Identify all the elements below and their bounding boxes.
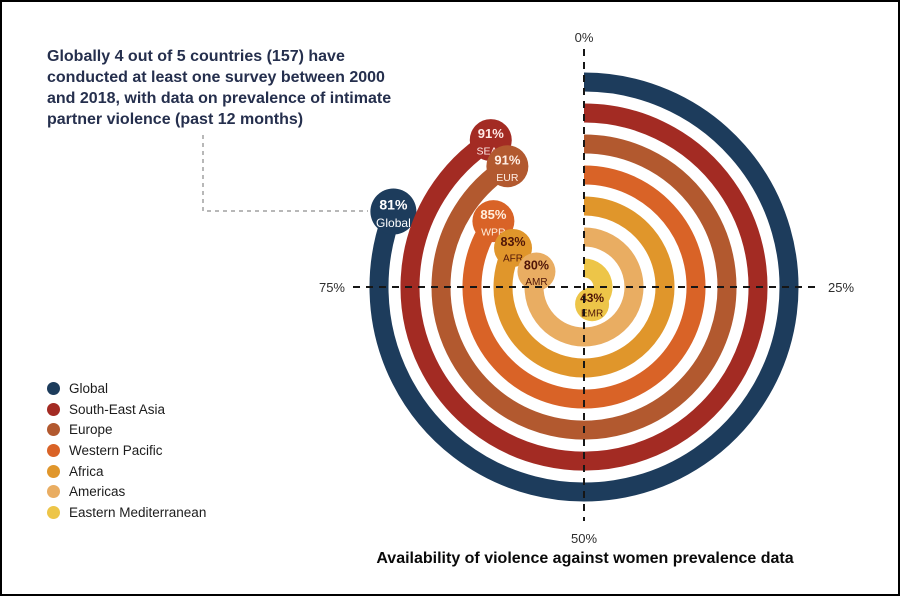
axis-tick-left: 75% xyxy=(319,280,345,295)
badge-label: Global xyxy=(376,216,411,230)
series-eur: 91% EUR xyxy=(431,134,737,440)
legend-item-label: Western Pacific xyxy=(69,442,163,458)
arc-eur xyxy=(431,134,737,440)
legend-item: Global xyxy=(47,378,206,399)
series-afr: 83% AFR xyxy=(493,196,675,378)
badge-value: 91% xyxy=(478,126,504,141)
legend: Global South-East Asia Europe Western Pacif… xyxy=(47,378,206,523)
callout-line xyxy=(202,135,368,212)
legend-item-label: Europe xyxy=(69,422,113,438)
legend-item-label: Africa xyxy=(69,463,104,479)
legend-item: Americas xyxy=(47,481,206,502)
badge-value: 83% xyxy=(501,235,526,249)
badge-value: 81% xyxy=(379,197,408,213)
legend-item-label: South-East Asia xyxy=(69,401,166,417)
arc-amr xyxy=(524,227,644,347)
legend-item-label: Global xyxy=(69,380,109,396)
legend-swatch xyxy=(47,402,60,416)
series-emr: 43% EMR xyxy=(575,258,613,322)
arc-wpr xyxy=(462,165,706,409)
badge-value: 91% xyxy=(494,152,520,167)
badge-amr xyxy=(517,252,556,291)
arc-afr xyxy=(493,196,675,378)
legend-swatch xyxy=(47,464,60,478)
headline-annotation: Globally 4 out of 5 countries (157) have… xyxy=(47,46,487,130)
arc-sear xyxy=(400,103,768,471)
legend-item: South-East Asia xyxy=(47,399,206,420)
legend-swatch xyxy=(47,505,60,519)
badge-eur xyxy=(486,145,529,188)
badge-value: 85% xyxy=(480,207,506,222)
legend-item-label: Eastern Mediterranean xyxy=(69,504,207,520)
headline-line: partner violence (past 12 months) xyxy=(47,111,304,128)
headline-line: Globally 4 out of 5 countries (157) have xyxy=(47,48,345,65)
legend-swatch xyxy=(47,423,60,437)
legend-item: Europe xyxy=(47,419,206,440)
axis-tick-right: 25% xyxy=(828,280,854,295)
legend-item: Africa xyxy=(47,461,206,482)
badge-label: AMR xyxy=(525,277,547,288)
headline-line: conducted at least one survey between 20… xyxy=(47,69,385,86)
series-global: 81% Global xyxy=(369,72,799,502)
legend-item: Eastern Mediterranean xyxy=(47,502,206,523)
axis-tick-bottom: 50% xyxy=(571,531,597,546)
legend-swatch xyxy=(47,381,60,395)
arc-global xyxy=(369,72,799,502)
axis-tick-top: 0% xyxy=(575,30,594,45)
badge-value: 43% xyxy=(580,291,604,305)
chart-caption: Availability of violence against women p… xyxy=(376,550,794,567)
legend-item: Western Pacific xyxy=(47,440,206,461)
badge-label: EUR xyxy=(496,172,519,184)
legend-item-label: Americas xyxy=(69,484,126,500)
legend-swatch xyxy=(47,485,60,499)
badge-label: AFR xyxy=(503,253,523,264)
series-amr: 80% AMR xyxy=(517,227,644,347)
legend-swatch xyxy=(47,443,60,457)
badge-afr xyxy=(494,228,533,267)
badge-label: EMR xyxy=(581,309,603,320)
series-wpr: 85%WPR xyxy=(462,165,706,409)
headline-line: and 2018, with data on prevalence of int… xyxy=(47,90,392,107)
badge-value: 80% xyxy=(524,259,549,273)
badge-global xyxy=(370,188,417,235)
